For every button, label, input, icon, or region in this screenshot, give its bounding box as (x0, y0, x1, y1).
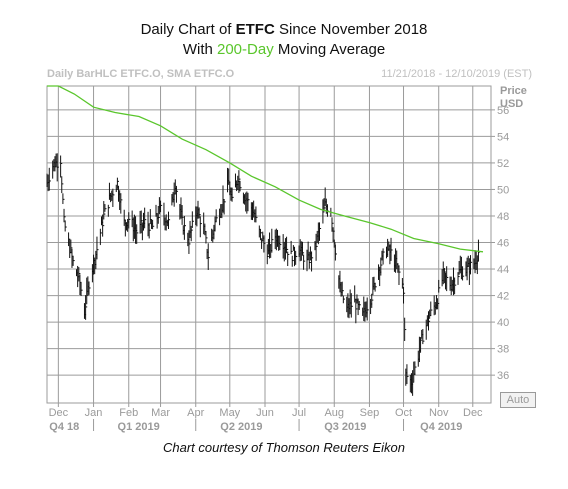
month-label: Jan (85, 407, 103, 419)
quarter-label: Q4 2019 (420, 421, 462, 433)
chart-credit: Chart courtesy of Thomson Reuters Eikon (162, 440, 406, 455)
moving-average-label: 200-Day (217, 41, 274, 58)
month-label: Dec (49, 407, 69, 419)
month-label: Apr (187, 407, 204, 419)
subheader-series: Daily BarHLC ETFC.O, SMA ETFC.O (47, 68, 235, 80)
title-line-2: With 200-Day Moving Average (0, 40, 568, 60)
month-label: Dec (463, 407, 483, 419)
y-tick-label: 44 (497, 264, 509, 276)
y-tick-label: 46 (497, 238, 509, 250)
month-label: Sep (360, 407, 380, 419)
currency-label: USD (500, 98, 523, 110)
title-with: With (182, 41, 217, 58)
sma-line (47, 85, 484, 253)
quarter-label: Q2 2019 (220, 421, 262, 433)
ticker-symbol: ETFC (235, 21, 275, 38)
y-tick-label: 38 (497, 344, 509, 356)
month-label: Aug (324, 407, 344, 419)
chart-title: Daily Chart of ETFC Since November 2018 … (0, 20, 568, 60)
title-suffix: Since November 2018 (274, 21, 428, 38)
y-tick-label: 52 (497, 158, 509, 170)
y-tick-label: 36 (497, 370, 509, 382)
subheader-date-range: 11/21/2018 - 12/10/2019 (EST) (381, 68, 532, 80)
month-label: Nov (429, 407, 449, 419)
quarter-label: Q3 2019 (324, 421, 366, 433)
month-label: May (219, 407, 240, 419)
y-tick-label: 48 (497, 211, 509, 223)
y-tick-label: 42 (497, 291, 509, 303)
month-label: Oct (395, 407, 412, 419)
month-label: Mar (151, 407, 170, 419)
x-axis: Dec Jan Feb Mar Apr May Jun Jul Aug Sep Oct Nov DecQ… (49, 403, 483, 433)
y-tick-label: 40 (497, 317, 509, 329)
title-prefix: Daily Chart of (140, 21, 236, 38)
title-moving-average: Moving Average (273, 41, 386, 58)
quarter-label: Q1 2019 (118, 421, 160, 433)
y-axis: 36 38 40 42 44 46 48 50 52 54 56 (491, 105, 509, 382)
month-label: Jul (292, 407, 306, 419)
plot-frame (46, 85, 492, 404)
quarter-label: Q4 18 (49, 421, 79, 433)
month-label: Feb (119, 407, 138, 419)
title-line-1: Daily Chart of ETFC Since November 2018 (0, 20, 568, 40)
month-label: Jun (256, 407, 274, 419)
y-tick-label: 54 (497, 131, 509, 143)
price-axis-title: Price (500, 85, 527, 97)
auto-scale-button[interactable]: Auto (500, 392, 536, 408)
y-tick-label: 50 (497, 184, 509, 196)
grid-lines (47, 86, 491, 403)
price-bars (46, 153, 481, 396)
y-tick-label: 56 (497, 105, 509, 117)
